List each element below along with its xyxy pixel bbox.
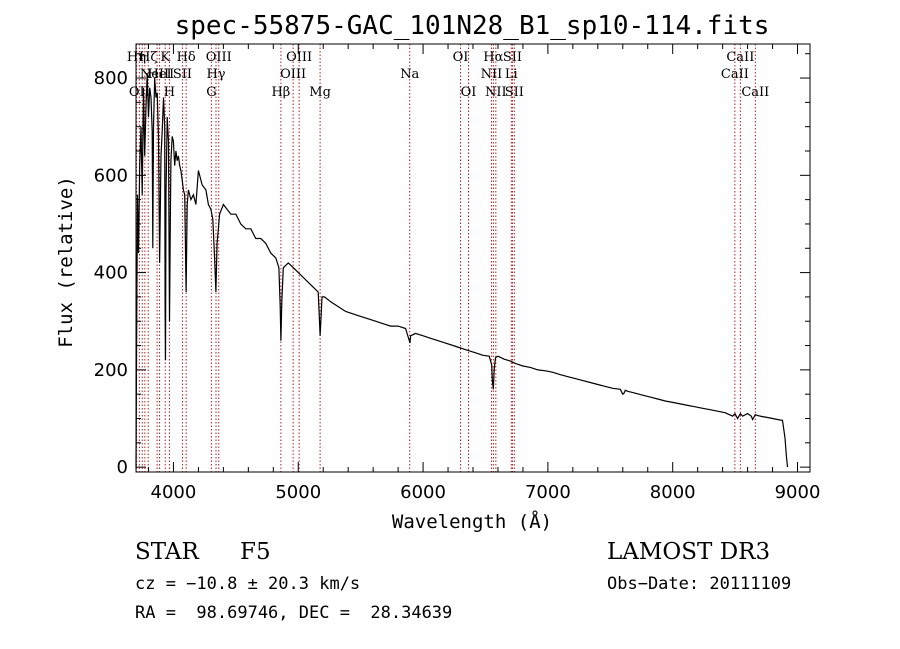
line-marker-label: NII <box>481 67 503 82</box>
line-marker-label: OI <box>453 50 469 65</box>
coordinates: RA = 98.69746, DEC = 28.34639 <box>135 603 453 623</box>
line-marker-label: G <box>206 85 216 100</box>
chart-title: spec-55875-GAC_101N28_B1_sp10-114.fits <box>175 11 770 41</box>
line-marker-label: Hγ <box>206 67 225 82</box>
object-subclass: F5 <box>240 539 271 565</box>
y-tick-label: 200 <box>94 360 128 381</box>
line-marker-label: CaII <box>741 85 769 100</box>
line-marker-label: Hβ <box>271 85 290 100</box>
line-marker-label: Hζ <box>139 50 157 65</box>
line-marker-label: HeI <box>148 67 172 82</box>
line-marker-label: NII <box>485 85 507 100</box>
line-marker-label: H <box>164 85 175 100</box>
survey-name: LAMOST DR3 <box>607 539 771 565</box>
spectrum-line <box>135 73 789 468</box>
object-class: STAR <box>135 539 199 565</box>
line-marker-label: Hδ <box>177 50 196 65</box>
x-axis-label: Wavelength (Å) <box>392 510 552 533</box>
line-marker-label: OIII <box>206 50 232 65</box>
x-tick-label: 9000 <box>775 482 821 503</box>
obs-date: Obs−Date: 20111109 <box>607 574 792 594</box>
line-marker-label: NeIII <box>140 67 174 82</box>
x-axis: 4000 5000 6000 7000 8000 9000 <box>147 44 821 503</box>
line-marker-label: OII <box>129 85 150 100</box>
line-marker-label: OIII <box>286 50 312 65</box>
y-tick-label: 400 <box>94 263 128 284</box>
redshift-velocity: cz = −10.8 ± 20.3 km/s <box>135 574 361 594</box>
line-marker-label: Mg <box>309 85 331 100</box>
x-tick-label: 7000 <box>525 482 571 503</box>
line-marker-label: Li <box>505 67 518 82</box>
line-marker-label: Hα <box>483 50 503 65</box>
line-marker-label: OI <box>461 85 477 100</box>
y-axis-label: Flux (relative) <box>55 176 77 348</box>
line-marker-label: Na <box>400 67 419 82</box>
line-marker-label: SII <box>173 67 192 82</box>
y-tick-label: 600 <box>94 165 128 186</box>
line-marker-labels: HηOIIHζNeIIIHeIKHSIIHδGHγOIIIHβOIIIOIIIM… <box>127 50 769 100</box>
y-axis: 0 200 400 600 800 <box>94 53 810 478</box>
x-tick-label: 6000 <box>400 482 446 503</box>
plot-frame <box>135 43 811 473</box>
y-tick-label: 0 <box>117 457 128 478</box>
x-tick-label: 8000 <box>650 482 696 503</box>
line-marker-label: K <box>160 50 170 65</box>
line-marker-label: OIII <box>280 67 306 82</box>
y-tick-label: 800 <box>94 68 128 89</box>
line-marker-label: CaII <box>726 50 754 65</box>
line-markers <box>135 44 756 472</box>
x-tick-label: 4000 <box>151 482 197 503</box>
line-marker-label: SII <box>505 85 524 100</box>
line-marker-label: SII <box>503 50 522 65</box>
x-tick-label: 5000 <box>275 482 321 503</box>
line-marker-label: CaII <box>721 67 749 82</box>
